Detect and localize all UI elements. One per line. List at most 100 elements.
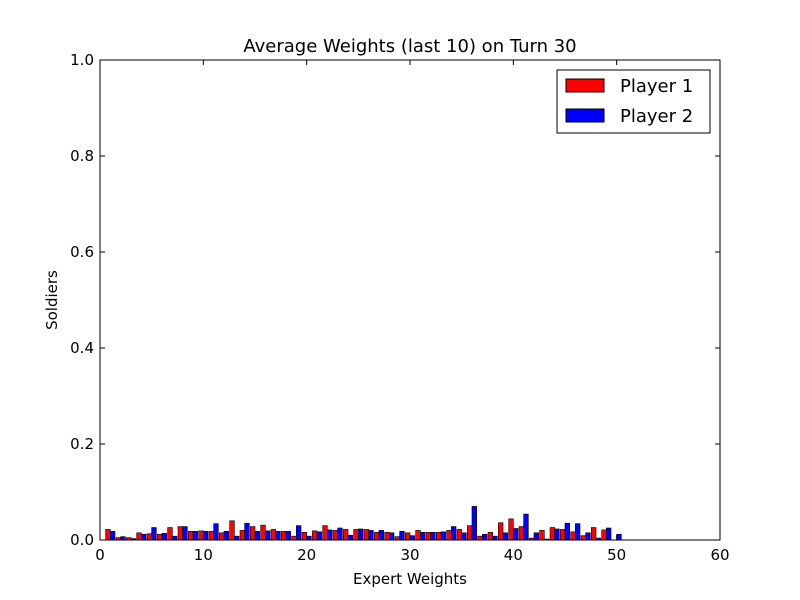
bar-player-1-33 (436, 532, 442, 541)
bar-player-2-23 (337, 527, 343, 541)
bar-player-2-11 (213, 523, 219, 541)
bar-player-1-36 (467, 525, 473, 541)
bar-player-1-11 (208, 531, 214, 541)
bar-player-2-8 (182, 526, 188, 541)
bar-player-1-1 (105, 529, 111, 541)
bar-player-1-13 (229, 520, 235, 541)
bar-player-1-40 (508, 518, 514, 541)
bar-player-2-46 (575, 523, 581, 541)
x-axis-ticks: 0 10 20 30 40 50 60 (95, 60, 730, 564)
bar-player-2-16 (265, 530, 271, 541)
bar-player-1-21 (312, 530, 318, 541)
bar-player-1-39 (498, 522, 504, 541)
bar-player-1-4 (136, 532, 142, 541)
bar-player-1-45 (560, 529, 566, 541)
bar-player-2-47 (585, 532, 591, 541)
bar-player-2-30 (409, 535, 415, 541)
bar-player-1-8 (177, 526, 183, 541)
bar-player-2-31 (420, 532, 426, 541)
bar-player-2-21 (316, 531, 322, 541)
y-tick-label: 1.0 (70, 51, 94, 69)
bar-player-2-41 (523, 513, 529, 541)
legend: Player 1 Player 2 (556, 69, 711, 134)
y-axis-label: Soldiers (43, 270, 61, 330)
x-tick-label: 10 (194, 546, 213, 564)
bar-player-2-38 (492, 535, 498, 541)
bar-player-2-26 (368, 530, 374, 541)
bar-player-2-39 (502, 532, 508, 541)
bar-player-2-19 (296, 525, 302, 541)
bar-player-2-4 (141, 533, 147, 541)
bar-player-1-23 (332, 530, 338, 541)
bar-player-2-27 (378, 530, 384, 541)
bar-player-2-17 (275, 531, 281, 541)
bar-player-2-49 (606, 527, 612, 541)
bar-player-2-14 (244, 522, 250, 541)
bar-player-1-15 (250, 526, 256, 541)
bar-player-1-30 (405, 532, 411, 541)
bar-player-2-13 (234, 535, 240, 541)
bar-player-1-10 (198, 530, 204, 541)
bar-player-2-2 (120, 536, 126, 541)
bar-player-2-29 (399, 531, 405, 541)
bar-player-2-32 (430, 532, 436, 541)
bar-player-1-6 (157, 533, 163, 541)
legend-label-player-2: Player 2 (620, 106, 693, 127)
bar-player-2-5 (151, 527, 157, 541)
bar-player-2-10 (203, 531, 209, 541)
bar-player-1-7 (167, 527, 173, 541)
x-tick-label: 50 (607, 546, 626, 564)
legend-swatch-player-1 (565, 78, 605, 93)
y-tick-label: 0.8 (70, 147, 94, 165)
bar-player-1-14 (239, 530, 245, 541)
bar-player-2-42 (533, 532, 539, 541)
bar-player-2-44 (554, 528, 560, 541)
bar-player-1-46 (570, 531, 576, 541)
bar-player-1-44 (549, 527, 555, 541)
bar-player-1-41 (518, 526, 524, 541)
bar-player-1-16 (260, 524, 266, 541)
bar-player-1-48 (591, 527, 597, 541)
bar-player-2-22 (327, 529, 333, 541)
bar-player-1-26 (363, 529, 369, 541)
bar-player-1-38 (487, 532, 493, 541)
bar-player-2-24 (347, 534, 353, 541)
bar-player-1-18 (281, 531, 287, 541)
y-tick-label: 0.6 (70, 243, 94, 261)
x-tick-label: 20 (297, 546, 316, 564)
bar-player-1-17 (270, 529, 276, 541)
bar-player-1-12 (219, 532, 225, 541)
y-tick-label: 0.2 (70, 435, 94, 453)
x-tick-label: 40 (504, 546, 523, 564)
bar-player-1-43 (539, 530, 545, 541)
bar-player-2-9 (192, 531, 198, 541)
bar-player-2-1 (110, 531, 116, 541)
y-tick-label: 0.4 (70, 339, 94, 357)
bar-player-1-34 (446, 530, 452, 541)
bar-player-2-33 (440, 531, 446, 541)
bar-player-2-34 (451, 526, 457, 541)
bar-player-2-6 (161, 532, 167, 541)
bar-player-2-37 (482, 533, 488, 541)
bar-player-1-31 (415, 530, 421, 541)
bar-player-2-50 (616, 533, 622, 541)
legend-label-player-1: Player 1 (620, 76, 693, 97)
bar-player-2-36 (471, 506, 477, 541)
x-tick-label: 0 (95, 546, 105, 564)
chart-title: Average Weights (last 10) on Turn 30 (243, 36, 576, 57)
bar-player-2-18 (285, 531, 291, 541)
bar-player-1-29 (394, 536, 400, 541)
x-axis-label: Expert Weights (353, 570, 467, 588)
bar-player-1-28 (384, 532, 390, 541)
bar-player-1-37 (477, 535, 483, 541)
x-tick-label: 30 (400, 546, 419, 564)
bar-player-2-7 (172, 535, 178, 541)
x-tick-label: 60 (710, 546, 729, 564)
bar-player-2-12 (223, 531, 229, 541)
bar-player-1-32 (425, 532, 431, 541)
legend-swatch-player-2 (565, 108, 605, 123)
bar-player-1-25 (353, 529, 359, 541)
bar-player-1-27 (374, 532, 380, 541)
bar-player-2-20 (306, 535, 312, 541)
